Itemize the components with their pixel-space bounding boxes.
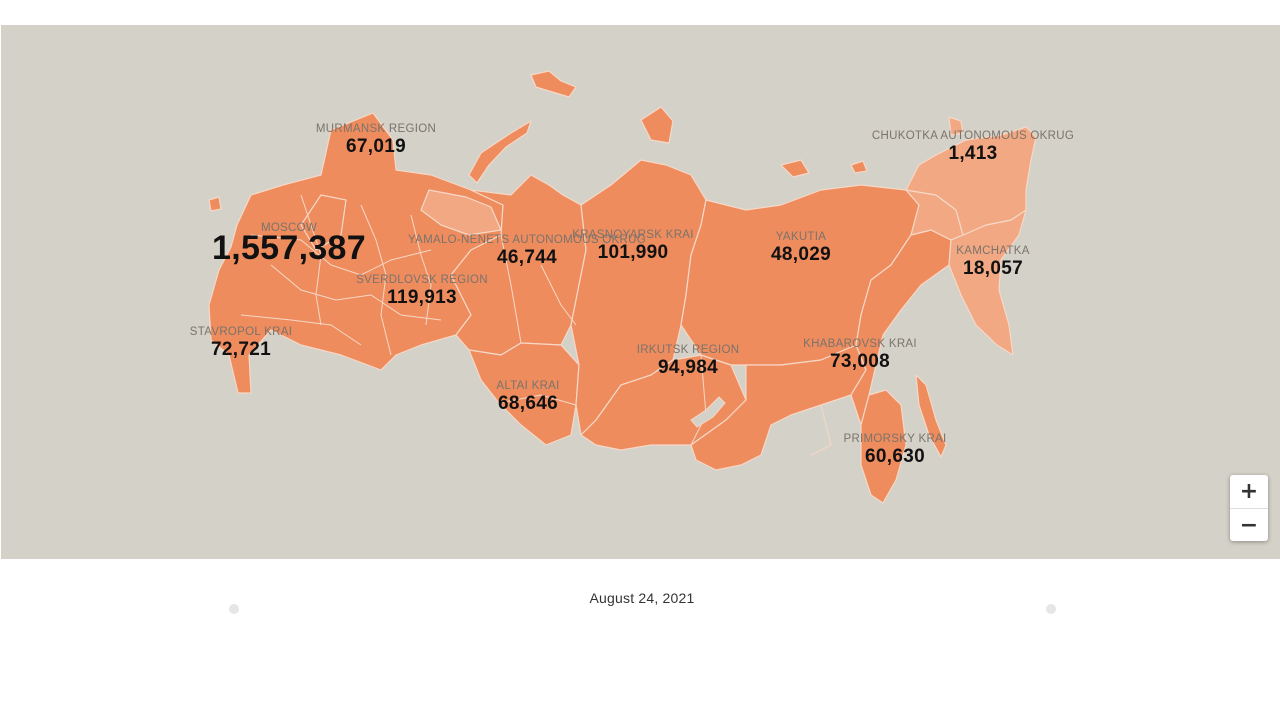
- region-yamal-light: [420, 189, 502, 236]
- region-khabarovsk: [850, 229, 952, 426]
- region-severnaya-zemlya: [640, 106, 674, 144]
- region-west-russia: [208, 112, 504, 394]
- region-novosibirsk-islands: [850, 160, 868, 174]
- lake-baikal: [690, 396, 726, 428]
- region-transbaikal: [690, 344, 867, 471]
- region-wrangel: [948, 116, 964, 136]
- region-novaya-zemlya: [468, 120, 532, 184]
- map-date: August 24, 2021: [589, 590, 695, 606]
- region-new-siberian: [780, 159, 810, 178]
- zoom-control: + −: [1230, 475, 1268, 541]
- zoom-in-button[interactable]: +: [1239, 479, 1259, 504]
- region-karelia: [300, 194, 347, 251]
- map-regions[interactable]: [1, 25, 1280, 559]
- region-sakhalin: [915, 374, 947, 458]
- region-chukotka: [905, 126, 1037, 236]
- region-kaliningrad: [208, 196, 222, 212]
- region-primorsky: [860, 389, 907, 504]
- region-altai: [468, 342, 580, 446]
- decorative-dot: [1046, 604, 1056, 614]
- zoom-out-button[interactable]: −: [1230, 508, 1268, 542]
- decorative-dot: [229, 604, 239, 614]
- region-franz-josef: [530, 70, 577, 98]
- russia-map[interactable]: MURMANSK REGION 67,019 MOSCOW 1,557,387 …: [1, 25, 1280, 559]
